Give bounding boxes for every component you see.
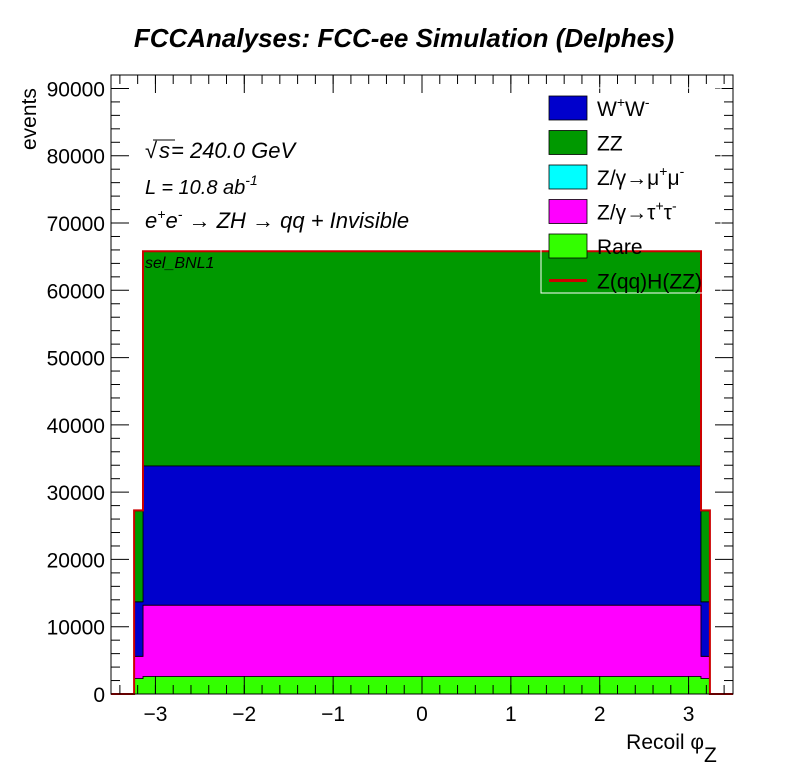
legend-label: W+W-: [597, 94, 650, 121]
annotation-energy: √ s = 240.0 GeV: [145, 138, 297, 163]
legend-label: Rare: [597, 236, 643, 259]
legend-swatch: [548, 95, 588, 121]
sqrt-s: s: [159, 138, 170, 163]
legend-label: Z(qq)H(ZZ): [597, 271, 702, 294]
x-tick-label: −3: [143, 703, 167, 726]
x-axis-label: Recoil φ: [626, 731, 704, 754]
legend-swatch: [548, 164, 588, 190]
stack-layer-z-: [133, 604, 711, 679]
y-tick-label: 70000: [47, 213, 105, 236]
y-tick-label: 60000: [47, 280, 105, 303]
y-tick-label: 50000: [47, 348, 105, 371]
x-axis-label-subscript: Z: [704, 744, 717, 767]
legend-swatch: [548, 130, 588, 155]
sqrt-symbol: √: [145, 138, 158, 163]
y-tick-label: 0: [93, 684, 105, 707]
y-tick-label: 20000: [47, 549, 105, 572]
annotation-process: e+e- → ZH → qq + Invisible: [145, 206, 409, 233]
y-tick-labels: 0 10000 20000 30000 40000 50000 60000 70000 8000…: [47, 78, 105, 707]
x-tick-label: 3: [683, 703, 695, 726]
selection-label: sel_BNL1: [145, 255, 214, 272]
energy-text: = 240.0 GeV: [171, 138, 297, 163]
x-tick-label: −1: [321, 703, 345, 726]
legend-swatch: [548, 199, 588, 224]
x-tick-label: 2: [594, 703, 606, 726]
axis-ticks: [111, 74, 733, 695]
legend: W+W- ZZ Z/γ→μ+μ- Z/γ→τ+τ- Rare Z(qq)H(ZZ): [540, 87, 722, 294]
annotation-lumi: L = 10.8 ab-1: [145, 172, 258, 199]
x-tick-label: 0: [416, 703, 428, 726]
y-tick-label: 90000: [47, 78, 105, 101]
legend-label: ZZ: [597, 133, 623, 156]
y-tick-label: 80000: [47, 146, 105, 169]
x-tick-label: 1: [505, 703, 517, 726]
y-tick-label: 10000: [47, 617, 105, 640]
signal-line-zqq-hzz: [111, 250, 733, 695]
legend-label: Z/γ→τ+τ-: [597, 198, 677, 225]
svg-text:e+e- → ZH → qq + Invisible: e+e- → ZH → qq + Invisible: [145, 206, 409, 233]
stacked-histograms: [133, 250, 711, 695]
legend-box: [540, 87, 722, 294]
y-tick-label: 30000: [47, 482, 105, 505]
x-tick-label: −2: [232, 703, 256, 726]
chart-title: FCCAnalyses: FCC-ee Simulation (Delphes): [134, 23, 674, 53]
x-tick-labels: −3 −2 −1 0 1 2 3: [143, 703, 694, 726]
legend-label: Z/γ→μ+μ-: [597, 163, 685, 190]
svg-text:L = 10.8 ab-1: L = 10.8 ab-1: [145, 172, 258, 199]
y-axis-label: events: [18, 88, 41, 150]
legend-swatch: [548, 233, 588, 259]
y-tick-label: 40000: [47, 415, 105, 438]
signal-histogram: [111, 250, 733, 695]
